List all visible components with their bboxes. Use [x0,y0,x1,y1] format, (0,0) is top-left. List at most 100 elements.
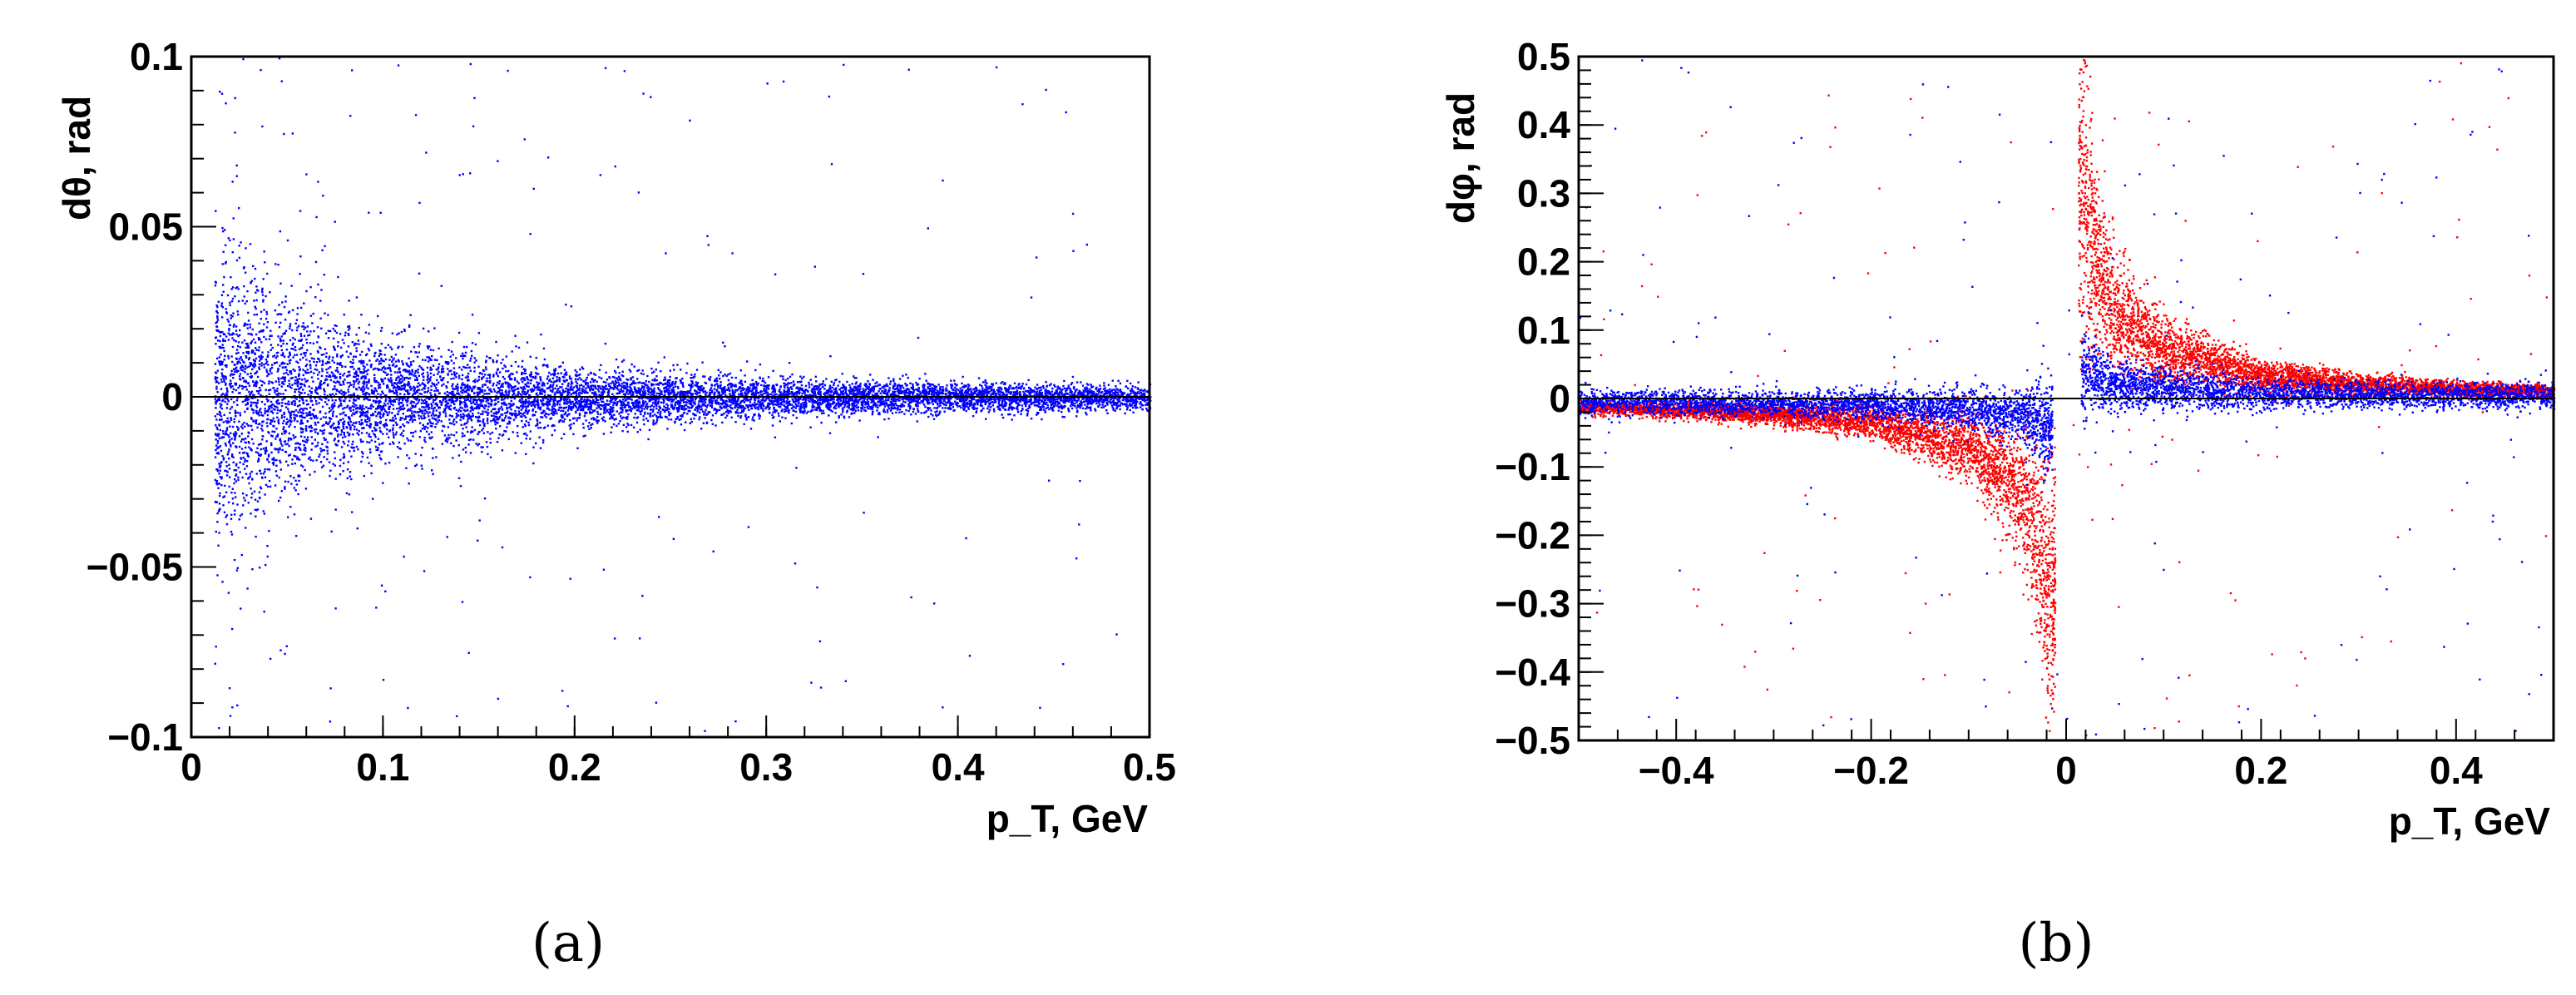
scatter-point [281,349,283,351]
scatter-point [324,349,326,350]
scatter-point [216,512,218,514]
scatter-point [225,245,226,246]
scatter-point [535,372,536,374]
scatter-point [686,363,688,364]
scatter-point [456,409,457,411]
scatter-point [261,291,263,293]
scatter-point [412,421,413,423]
scatter-point [294,426,295,428]
scatter-point [406,404,408,406]
scatter-point [467,373,469,374]
scatter-point [643,418,645,420]
scatter-point [758,405,759,407]
scatter-point [632,380,634,382]
scatter-point [650,368,652,369]
scatter-point [554,429,556,431]
scatter-point [352,341,354,343]
scatter-point [343,453,344,455]
scatter-point [954,401,956,403]
scatter-point [255,347,256,349]
scatter-point [228,458,230,459]
scatter-point [230,276,231,278]
scatter-point [1085,408,1086,409]
scatter-point [392,441,393,443]
scatter-point [339,459,341,461]
scatter-point [616,401,618,403]
scatter-point [349,426,351,428]
scatter-point [640,413,641,415]
scatter-point [1023,387,1025,389]
scatter-point [243,285,245,287]
scatter-point [334,458,336,459]
scatter-point [685,404,687,406]
scatter-point [546,378,548,379]
scatter-point [438,382,439,384]
scatter-point [324,413,326,414]
scatter-point [422,428,423,429]
scatter-point [374,421,376,423]
scatter-point [685,372,687,374]
scatter-point [596,422,598,423]
scatter-point [288,426,289,428]
scatter-point [352,359,354,360]
scatter-point [981,385,982,387]
scatter-point [336,415,338,417]
scatter-point [421,447,423,448]
scatter-point [230,419,232,421]
scatter-point [910,413,912,415]
scatter-point [247,374,249,375]
scatter-point [508,403,510,404]
scatter-point [358,387,360,389]
scatter-point [288,445,289,447]
scatter-point [362,441,363,443]
scatter-point [264,366,265,368]
scatter-point [307,420,309,422]
scatter-point [791,423,793,424]
scatter-point [232,502,234,504]
scatter-point [528,409,530,411]
scatter-point [221,581,223,582]
scatter-point [283,426,284,428]
scatter-point [233,462,235,463]
scatter-point [269,389,271,390]
scatter-point [284,443,286,445]
scatter-point [289,362,290,364]
scatter-point [481,446,482,448]
scatter-point [367,457,368,458]
scatter-point [306,441,308,443]
scatter-point [305,425,307,427]
scatter-point [292,309,294,311]
scatter-point [241,385,243,387]
scatter-point [305,359,307,360]
scatter-point [795,411,797,413]
scatter-point [258,349,260,351]
scatter-point [790,382,792,384]
scatter-point [670,369,671,371]
scatter-point [428,345,430,347]
scatter-point [1085,413,1087,415]
scatter-point [251,493,253,494]
scatter-point [348,389,349,390]
scatter-point [1053,384,1055,386]
scatter-point [436,379,438,381]
scatter-point [233,324,235,325]
scatter-point [1065,390,1066,392]
scatter-point [447,434,449,436]
scatter-point [482,413,483,414]
scatter-point [453,367,455,369]
scatter-point [418,351,420,353]
scatter-point [1051,391,1053,393]
scatter-point [279,338,281,339]
scatter-point [487,446,488,448]
scatter-point [320,418,322,419]
scatter-point [696,369,698,370]
scatter-point [239,412,240,413]
scatter-point [424,413,426,414]
scatter-point [1110,398,1111,400]
scatter-point [529,438,531,439]
scatter-point [311,388,313,389]
scatter-point [600,413,601,415]
scatter-point [240,440,242,442]
scatter-point [285,461,287,463]
